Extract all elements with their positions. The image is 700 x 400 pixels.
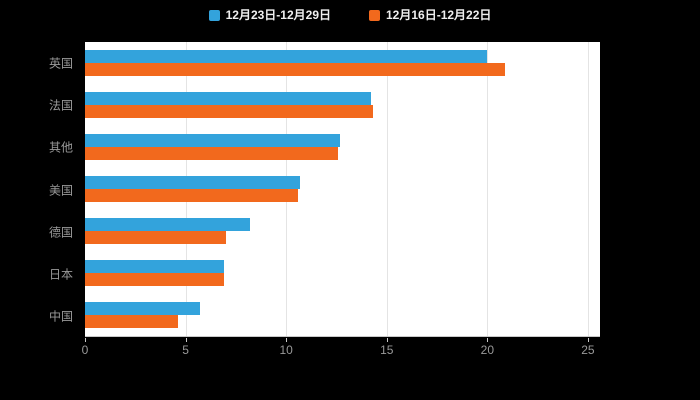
bar-row5-series0[interactable] (85, 260, 224, 273)
x-axis-labels: 0 5 10 15 20 25 (81, 343, 600, 359)
bar-group-row6 (85, 294, 600, 336)
bar-row6-series0[interactable] (85, 302, 200, 315)
x-tick-label-5: 5 (182, 343, 189, 357)
y-axis-labels: 英国法国其他美国德国日本中国 (0, 42, 79, 337)
tick-mark-5 (185, 338, 187, 342)
bar-group-row0 (85, 42, 600, 84)
x-tick-label-15: 15 (380, 343, 394, 357)
category-label-row6: 中国 (48, 309, 73, 324)
bar-group-row3 (85, 168, 600, 210)
legend-label: 12月23日-12月29日 (225, 8, 331, 22)
gridline-15 (386, 42, 388, 336)
legend-item-series0[interactable]: 12月23日-12月29日 (208, 8, 331, 22)
x-tick-label-20: 20 (480, 343, 495, 357)
gridline-20 (487, 42, 489, 336)
category-label-row3: 美国 (48, 183, 73, 197)
tick-mark-0 (85, 338, 86, 342)
tick-mark-20 (487, 338, 489, 342)
bar-group-row4 (85, 210, 600, 252)
bar-row5-series1[interactable] (85, 273, 224, 286)
bar-row6-series1[interactable] (85, 315, 178, 328)
bar-row0-series1[interactable] (85, 63, 506, 76)
legend-marker-icon (208, 9, 220, 21)
x-axis-ticks (85, 338, 600, 343)
bar-group-row1 (85, 84, 600, 126)
category-label-row5: 日本 (48, 267, 73, 282)
bar-row2-series0[interactable] (85, 134, 341, 147)
category-label-row4: 德国 (48, 225, 73, 240)
gridline-25 (587, 42, 589, 336)
x-tick-label-25: 25 (581, 343, 595, 357)
legend-item-series1[interactable]: 12月16日-12月22日 (369, 8, 491, 22)
category-label-row2: 其他 (48, 140, 73, 155)
chart-legend: 12月23日-12月29日 12月16日-12月22日 (0, 8, 700, 22)
x-tick-label-10: 10 (279, 343, 293, 357)
legend-label: 12月16日-12月22日 (386, 8, 492, 22)
category-label-row0: 英国 (48, 56, 73, 71)
bar-row3-series1[interactable] (85, 189, 299, 202)
category-label-row1: 法国 (48, 98, 73, 113)
tick-mark-10 (286, 338, 288, 342)
bar-row1-series0[interactable] (85, 92, 371, 105)
tick-mark-25 (587, 338, 589, 342)
bar-group-row2 (85, 126, 600, 168)
bar-row1-series1[interactable] (85, 105, 373, 118)
bar-row4-series1[interactable] (85, 231, 226, 244)
bar-row2-series1[interactable] (85, 147, 339, 160)
bar-row4-series0[interactable] (85, 218, 250, 231)
bar-row3-series0[interactable] (85, 176, 301, 189)
legend-marker-icon (369, 9, 380, 21)
bar-row0-series0[interactable] (85, 50, 488, 63)
tick-mark-15 (386, 338, 388, 342)
bar-group-row5 (85, 252, 600, 294)
x-tick-label-0: 0 (81, 343, 89, 357)
plot-area (85, 42, 600, 337)
